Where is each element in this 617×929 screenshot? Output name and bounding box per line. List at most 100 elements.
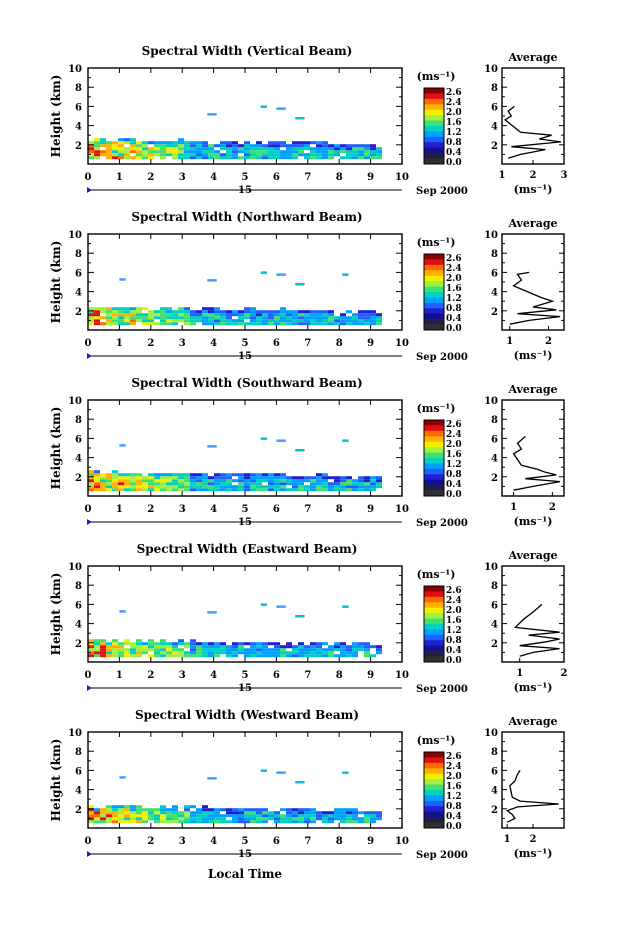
x-tick-label: 3 [179,338,186,349]
avg-y-tick-label: 4 [491,620,498,631]
heatmap-cell [154,473,160,477]
heatmap-cell [274,313,280,317]
colorbar-segment [424,270,444,277]
heatmap-cell [274,488,280,492]
heatmap-cell [220,488,226,492]
heatmap-cell [280,654,286,658]
colorbar-unit: (ms⁻¹) [417,70,456,83]
heatmap-cell [160,639,166,643]
heatmap-cell [190,651,196,655]
heatmap-cell [268,488,274,492]
heatmap-cell [166,820,172,824]
heatmap-cell [244,476,250,480]
heatmap-cell [154,648,160,652]
echo-patch [207,777,217,780]
heatmap-cell [352,479,358,483]
heatmap-cell [190,488,196,492]
heatmap-cell [136,485,142,489]
heatmap-cell [250,817,256,821]
heatmap-cell [148,150,154,154]
heatmap-cell [376,156,382,160]
heatmap-cell [136,648,142,652]
heatmap-cell [208,808,214,812]
heatmap-cell [130,141,136,145]
colorbar-unit: (ms⁻¹) [417,568,456,581]
heatmap-cell [130,811,136,815]
heatmap-cell [184,814,190,818]
heatmap-cell [322,648,328,652]
heatmap-cell [172,150,178,154]
heatmap-cell [322,319,328,323]
heatmap-cell [172,141,178,145]
colorbar-segment [424,629,444,636]
heatmap-cell [166,476,172,480]
colorbar-tick-label: 1.2 [446,460,462,470]
heatmap-cell [262,651,268,655]
panel-title: Spectral Width (Southward Beam) [131,376,362,390]
colorbar-segment [424,656,444,663]
heatmap-cell [316,319,322,323]
heatmap-cell [112,479,118,483]
heatmap-cell [238,150,244,154]
heatmap-cell [124,476,130,480]
heatmap-cell [250,313,256,317]
heatmap-cell [262,153,268,157]
heatmap-cell [112,639,118,643]
x-tick-label: 1 [116,836,123,847]
heatmap-cell [166,322,172,326]
echo-patch [342,439,349,442]
heatmap-cell [220,473,226,477]
heatmap-cell [238,322,244,326]
avg-y-tick-label: 4 [491,122,498,133]
heatmap-cell [232,654,238,658]
heatmap-cell [118,654,124,658]
heatmap-cell [106,476,112,480]
heatmap-cell [250,485,256,489]
y-tick-label: 10 [68,230,82,241]
heatmap-cell [238,820,244,824]
heatmap-cell [298,488,304,492]
heatmap-cell [280,476,286,480]
heatmap-cell [376,150,382,154]
heatmap-cell [148,476,154,480]
colorbar-segment [424,302,444,309]
heatmap-cell [142,319,148,323]
heatmap-cell [190,476,196,480]
heatmap-cell [100,651,106,655]
avg-y-tick-label: 4 [491,786,498,797]
heatmap-cell [88,639,94,643]
heatmap-cell [172,488,178,492]
colorbar-segment [424,602,444,609]
panel-3: Spectral Width (Southward Beam)0 1 2 3 4 5 6 7 8… [49,376,565,529]
heatmap-cell [310,150,316,154]
echo-patch [119,610,126,613]
heatmap-cell [208,313,214,317]
heatmap-cell [232,153,238,157]
colorbar-tick-label: 0.0 [446,822,462,832]
day-marker [87,685,92,691]
heatmap-cell [334,817,340,821]
heatmap-cell [106,805,112,809]
x-tick-label: 3 [179,504,186,515]
heatmap-cell [256,654,262,658]
heatmap-cell [316,473,322,477]
heatmap-cell [118,485,124,489]
heatmap-cell [142,820,148,824]
average-profile-line [503,105,561,159]
heatmap-cell [172,820,178,824]
colorbar-tick-label: 2.6 [446,752,462,762]
heatmap-cell [322,817,328,821]
colorbar-tick-label: 2.0 [446,772,462,782]
heatmap-cell [316,488,322,492]
heatmap-cell [346,808,352,812]
heatmap-cell [304,820,310,824]
heatmap-cell [292,811,298,815]
panel-title: Spectral Width (Eastward Beam) [137,542,358,556]
heatmap-cell [88,805,94,809]
heatmap-cell [142,642,148,646]
heatmap-cell [244,820,250,824]
heatmap-cell [238,479,244,483]
avg-y-tick-label: 10 [484,64,498,75]
heatmap-cell [160,482,166,486]
heatmap-cell [112,313,118,317]
